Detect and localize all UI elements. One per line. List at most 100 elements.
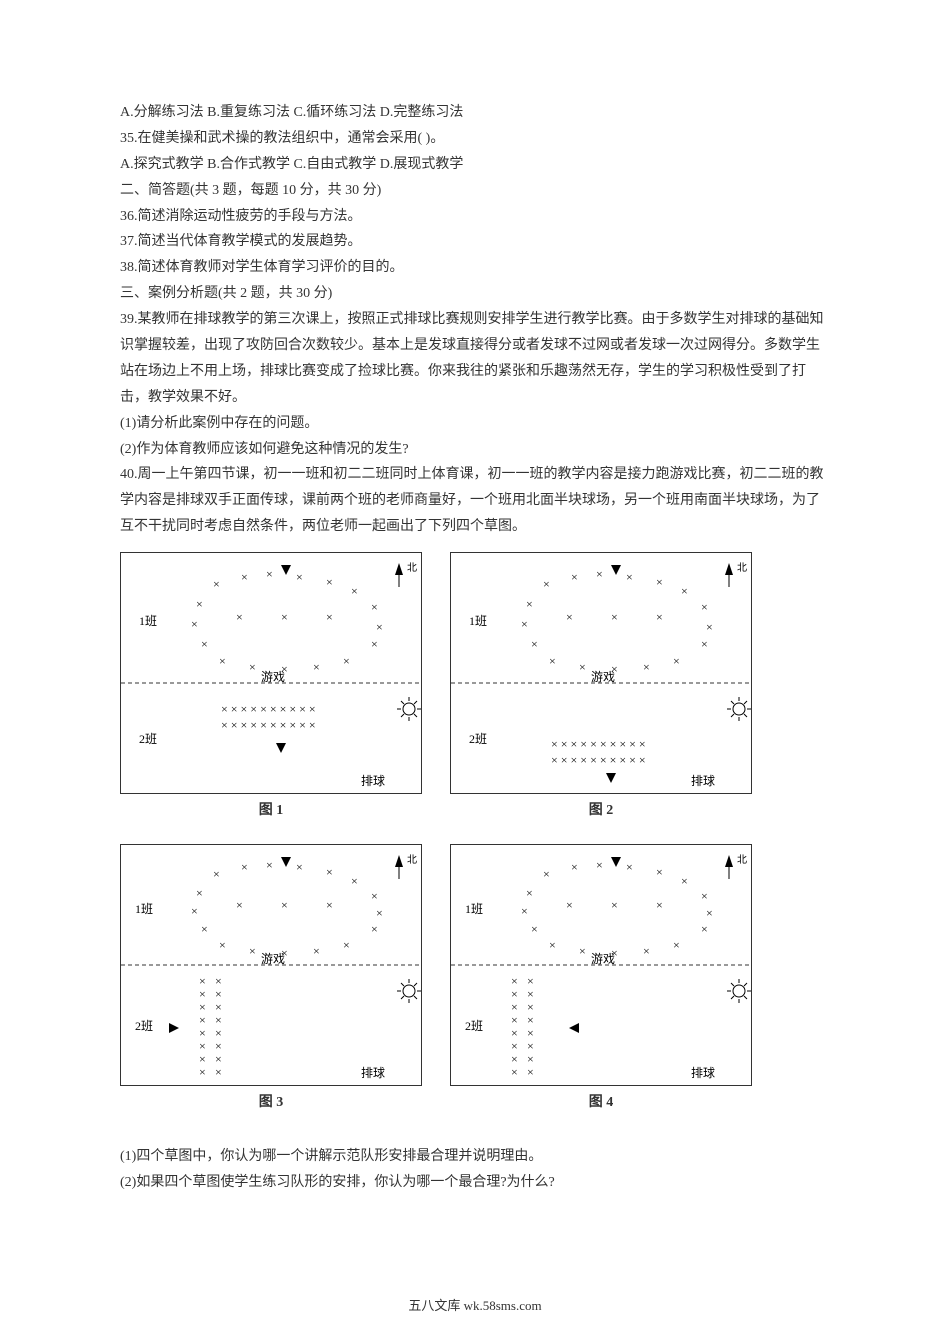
svg-text:1班: 1班 [139,614,157,628]
svg-text:×: × [196,597,203,611]
svg-text:×: × [596,567,603,581]
figure-2: 北 1班 ×××××× ×× ××××× ×× ××××× 游戏 2班 × × … [450,552,752,824]
svg-text:×: × [215,1039,222,1053]
svg-text:×: × [371,922,378,936]
figure-3: 北 1班 ×××××× ×× ××××× ×× ××××× 游戏 2班 ×× [120,844,422,1116]
svg-text:×: × [706,906,713,920]
svg-text:1班: 1班 [469,614,487,628]
diagram-1: 北 1班 ×××××× ×× ××××× ×× ××××× 游戏 [120,552,422,794]
svg-text:×: × [199,1000,206,1014]
text-line: (2)作为体育教师应该如何避免这种情况的发生? [120,437,830,463]
exam-page: A.分解练习法 B.重复练习法 C.循环练习法 D.完整练习法 35.在健美操和… [0,0,950,1236]
svg-text:×: × [343,938,350,952]
svg-text:×: × [215,987,222,1001]
svg-text:×: × [527,974,534,988]
svg-text:×: × [213,577,220,591]
svg-text:×: × [326,610,333,624]
svg-text:×: × [326,865,333,879]
svg-text:×: × [376,620,383,634]
svg-text:×: × [566,610,573,624]
svg-text:× × × × × × × × × ×: × × × × × × × × × × [551,753,646,767]
svg-text:×: × [643,944,650,958]
svg-text:×: × [511,1052,518,1066]
svg-text:×: × [371,600,378,614]
text-line: A.探究式教学 B.合作式教学 C.自由式教学 D.展现式教学 [120,152,830,178]
svg-text:×: × [241,860,248,874]
text-line: (2)如果四个草图使学生练习队形的安排，你认为哪一个最合理?为什么? [120,1170,830,1196]
svg-text:×: × [199,1065,206,1079]
svg-text:×: × [215,1000,222,1014]
svg-text:×: × [566,898,573,912]
svg-text:×: × [249,660,256,674]
svg-text:×: × [527,1039,534,1053]
svg-text:游戏: 游戏 [591,670,615,684]
svg-text:×: × [673,938,680,952]
svg-text:北: 北 [737,854,747,866]
figure-1: 北 1班 ×××××× ×× ××××× ×× ××××× 游戏 [120,552,422,824]
svg-text:北: 北 [737,562,747,574]
svg-text:×: × [543,867,550,881]
svg-text:北: 北 [407,854,417,866]
svg-text:× × × × × × × × × ×: × × × × × × × × × × [551,737,646,751]
svg-text:游戏: 游戏 [591,952,615,966]
svg-text:×: × [579,944,586,958]
svg-text:×: × [296,570,303,584]
footer: 五八文库 wk.58sms.com [0,1295,950,1314]
svg-text:×: × [371,637,378,651]
diagram-2: 北 1班 ×××××× ×× ××××× ×× ××××× 游戏 2班 × × … [450,552,752,794]
svg-text:×: × [656,575,663,589]
text-line: 37.简述当代体育教学模式的发展趋势。 [120,229,830,255]
text-line: (1)四个草图中，你认为哪一个讲解示范队形安排最合理并说明理由。 [120,1144,830,1170]
svg-text:排球: 排球 [691,774,715,788]
svg-text:×: × [199,974,206,988]
svg-text:×: × [351,874,358,888]
svg-text:北: 北 [407,562,417,574]
svg-text:×: × [191,617,198,631]
svg-text:×: × [527,1052,534,1066]
svg-text:×: × [611,898,618,912]
svg-text:×: × [215,1026,222,1040]
svg-text:×: × [376,906,383,920]
svg-text:×: × [656,865,663,879]
svg-text:×: × [527,1026,534,1040]
svg-text:×: × [281,898,288,912]
svg-text:×: × [526,886,533,900]
figure-2-caption: 图 2 [589,798,614,824]
svg-text:×: × [681,584,688,598]
svg-text:×: × [656,610,663,624]
svg-text:×: × [196,886,203,900]
text-line: 40.周一上午第四节课，初一一班和初二二班同时上体育课，初一一班的教学内容是接力… [120,462,830,540]
figure-4: 北 1班 ×××××× ×× ××××× ×× ××××× 游戏 2班 ×× ×… [450,844,752,1116]
svg-text:×: × [511,974,518,988]
text-line: A.分解练习法 B.重复练习法 C.循环练习法 D.完整练习法 [120,100,830,126]
text-line: 三、案例分析题(共 2 题，共 30 分) [120,281,830,307]
svg-text:×: × [643,660,650,674]
svg-text:2班: 2班 [465,1019,483,1033]
svg-text:×: × [596,858,603,872]
svg-text:×: × [511,1000,518,1014]
svg-text:排球: 排球 [361,1066,385,1080]
svg-text:×: × [326,575,333,589]
svg-text:×: × [351,584,358,598]
svg-text:×: × [549,938,556,952]
svg-text:×: × [215,1052,222,1066]
svg-text:×: × [511,1013,518,1027]
svg-text:×: × [543,577,550,591]
svg-text:×: × [526,597,533,611]
svg-text:×: × [531,637,538,651]
svg-text:×: × [213,867,220,881]
svg-text:×: × [527,1013,534,1027]
svg-text:×: × [219,938,226,952]
svg-text:×: × [521,904,528,918]
text-line: 39.某教师在排球教学的第三次课上，按照正式排球比赛规则安排学生进行教学比赛。由… [120,307,830,411]
svg-text:×: × [191,904,198,918]
svg-text:×: × [236,610,243,624]
svg-text:×: × [313,660,320,674]
svg-text:2班: 2班 [469,732,487,746]
svg-text:×: × [281,610,288,624]
svg-text:游戏: 游戏 [261,670,285,684]
svg-text:×: × [611,610,618,624]
svg-text:2班: 2班 [135,1019,153,1033]
svg-text:×: × [199,1013,206,1027]
svg-text:×: × [673,654,680,668]
